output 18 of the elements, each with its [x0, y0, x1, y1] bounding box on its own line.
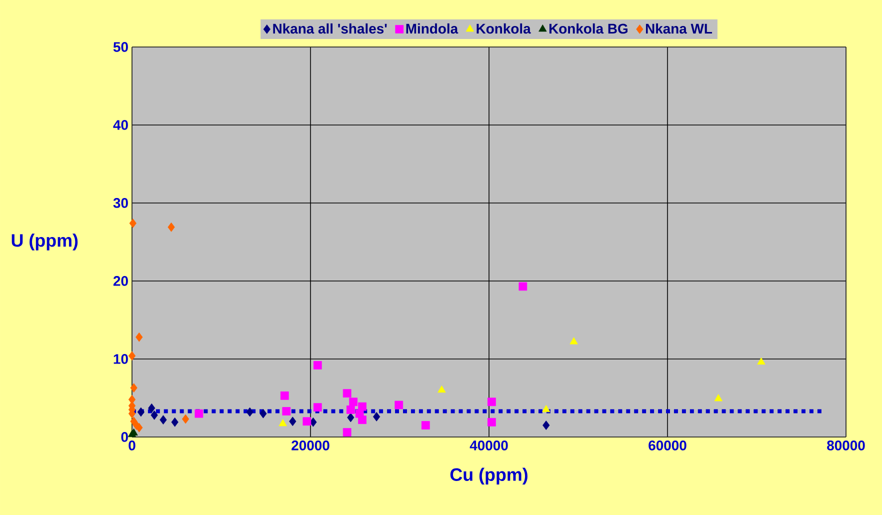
legend-label: Nkana all 'shales' — [273, 23, 387, 34]
x-axis-title: Cu (ppm) — [450, 468, 528, 485]
y-tick-label: 10 — [114, 354, 128, 364]
y-tick-label: 20 — [113, 276, 128, 286]
x-tick-label: 80000 — [827, 440, 865, 450]
legend-label: Nkana WL — [646, 23, 712, 34]
y-tick-label: 0 — [121, 432, 128, 442]
x-tick-label: 40000 — [470, 440, 508, 450]
y-axis-title: U (ppm) — [12, 234, 78, 250]
x-tick-label: 60000 — [648, 440, 686, 450]
x-tick-label: 20000 — [292, 440, 330, 450]
y-tick-label: 50 — [113, 42, 128, 52]
y-tick-label: 40 — [113, 120, 128, 130]
y-tick-label: 30 — [113, 198, 128, 208]
legend-label: Konkola BG — [549, 23, 628, 34]
legend-label: Konkola — [476, 23, 531, 34]
x-tick-label: 0 — [128, 440, 136, 450]
legend-label: Mindola — [406, 23, 458, 34]
